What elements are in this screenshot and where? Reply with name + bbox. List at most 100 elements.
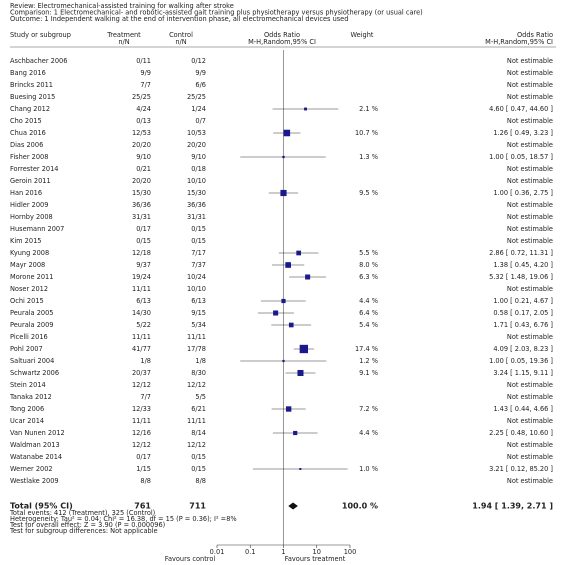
effect-label: Not estimable — [507, 69, 553, 77]
study-name: Stein 2014 — [10, 381, 46, 389]
treatment-count: 0/21 — [136, 165, 151, 173]
total-control: 711 — [189, 502, 206, 511]
x-tick-label: 0.01 — [210, 548, 225, 556]
study-name: Geroin 2011 — [10, 177, 51, 185]
effect-label: Not estimable — [507, 477, 553, 485]
study-name: Westlake 2009 — [10, 477, 59, 485]
weight-label: 4.4 % — [359, 429, 378, 437]
effect-label: 4.09 [ 2.03, 8.23 ] — [493, 345, 553, 353]
weight-label: 8.0 % — [359, 261, 378, 269]
control-count: 1/8 — [195, 357, 206, 365]
x-tick-label: 100 — [344, 548, 357, 556]
treatment-count: 0/15 — [136, 237, 151, 245]
favours-right: Favours treatment — [285, 555, 346, 563]
study-name: Waldman 2013 — [10, 441, 60, 449]
effect-label: Not estimable — [507, 225, 553, 233]
control-count: 6/6 — [195, 81, 206, 89]
total-label: Total (95% CI) — [10, 502, 73, 511]
control-count: 0/7 — [195, 117, 206, 125]
treatment-count: 12/16 — [132, 429, 151, 437]
study-name: Hornby 2008 — [10, 213, 53, 221]
control-count: 8/8 — [195, 477, 206, 485]
effect-square — [297, 369, 304, 377]
effect-label: Not estimable — [507, 93, 553, 101]
total-effect: 1.94 [ 1.39, 2.71 ] — [472, 502, 553, 511]
effect-label: Not estimable — [507, 441, 553, 449]
control-count: 25/25 — [187, 93, 206, 101]
study-name: Noser 2012 — [10, 285, 48, 293]
study-name: Buesing 2015 — [10, 93, 55, 101]
effect-label: Not estimable — [507, 285, 553, 293]
effect-label: 1.00 [ 0.21, 4.67 ] — [493, 297, 553, 305]
effect-square — [285, 406, 292, 412]
treatment-count: 0/17 — [136, 225, 151, 233]
outcome: Outcome: 1 Independent walking at the en… — [10, 15, 348, 23]
treatment-count: 15/30 — [132, 189, 151, 197]
weight-label: 5.5 % — [359, 249, 378, 257]
total-treatment: 761 — [134, 502, 151, 511]
effect-label: 2.25 [ 0.48, 10.60 ] — [489, 429, 553, 437]
study-name: Van Nunen 2012 — [10, 429, 65, 437]
study-name: Bang 2016 — [10, 69, 46, 77]
weight-label: 2.1 % — [359, 105, 378, 113]
x-tick-label: 10 — [313, 548, 321, 556]
effect-square — [281, 298, 286, 304]
control-count: 15/30 — [187, 189, 206, 197]
treatment-count: 31/31 — [132, 213, 151, 221]
effect-label: Not estimable — [507, 141, 553, 149]
treatment-count: 12/18 — [132, 249, 151, 257]
study-name: Pohl 2007 — [10, 345, 43, 353]
effect-square — [288, 322, 294, 328]
treatment-count: 36/36 — [132, 201, 151, 209]
control-count: 20/20 — [187, 141, 206, 149]
study-name: Peurala 2005 — [10, 309, 53, 317]
effect-label: 5.32 [ 1.48, 19.06 ] — [489, 273, 553, 281]
study-name: Fisher 2008 — [10, 153, 48, 161]
control-count: 0/15 — [191, 237, 206, 245]
study-name: Tanaka 2012 — [9, 393, 52, 401]
col-effect-sub: M-H,Random,95% CI — [485, 38, 553, 46]
effect-square — [296, 250, 302, 256]
control-count: 9/10 — [191, 153, 206, 161]
effect-square — [305, 274, 311, 280]
weight-label: 5.4 % — [359, 321, 378, 329]
study-name: Schwartz 2006 — [10, 369, 59, 377]
effect-label: 1.00 [ 0.05, 19.36 ] — [489, 357, 553, 365]
favours-left: Favours control — [165, 555, 216, 563]
control-count: 10/53 — [187, 129, 206, 137]
treatment-count: 4/24 — [136, 105, 151, 113]
treatment-count: 12/12 — [132, 441, 151, 449]
effect-square — [282, 155, 285, 159]
study-name: Han 2016 — [10, 189, 42, 197]
effect-label: 0.58 [ 0.17, 2.05 ] — [493, 309, 553, 317]
study-name: Forrester 2014 — [10, 165, 58, 173]
study-name: Ochi 2015 — [10, 297, 44, 305]
effect-label: Not estimable — [507, 177, 553, 185]
treatment-count: 9/10 — [136, 153, 151, 161]
col-treatment-sub: n/N — [118, 38, 129, 46]
footnote: Total events: 412 (Treatment), 325 (Cont… — [9, 509, 155, 517]
effect-square — [282, 359, 285, 363]
weight-label: 10.7 % — [355, 129, 378, 137]
effect-label: 4.60 [ 0.47, 44.60 ] — [489, 105, 553, 113]
effect-square — [304, 107, 307, 111]
study-name: Picelli 2016 — [10, 333, 48, 341]
treatment-count: 20/37 — [132, 369, 151, 377]
control-count: 31/31 — [187, 213, 206, 221]
control-count: 1/24 — [191, 105, 206, 113]
control-count: 10/10 — [187, 285, 206, 293]
col-weight: Weight — [351, 31, 374, 39]
control-count: 9/9 — [195, 69, 206, 77]
control-count: 5/5 — [195, 393, 206, 401]
treatment-count: 20/20 — [132, 177, 151, 185]
control-count: 9/15 — [191, 309, 206, 317]
study-name: Tong 2006 — [9, 405, 44, 413]
study-name: Brincks 2011 — [10, 81, 53, 89]
study-name: Chua 2016 — [10, 129, 46, 137]
treatment-count: 9/37 — [136, 261, 151, 269]
weight-label: 6.4 % — [359, 309, 378, 317]
control-count: 10/10 — [187, 177, 206, 185]
study-name: Watanabe 2014 — [10, 453, 62, 461]
effect-label: 3.24 [ 1.15, 9.11 ] — [493, 369, 553, 377]
